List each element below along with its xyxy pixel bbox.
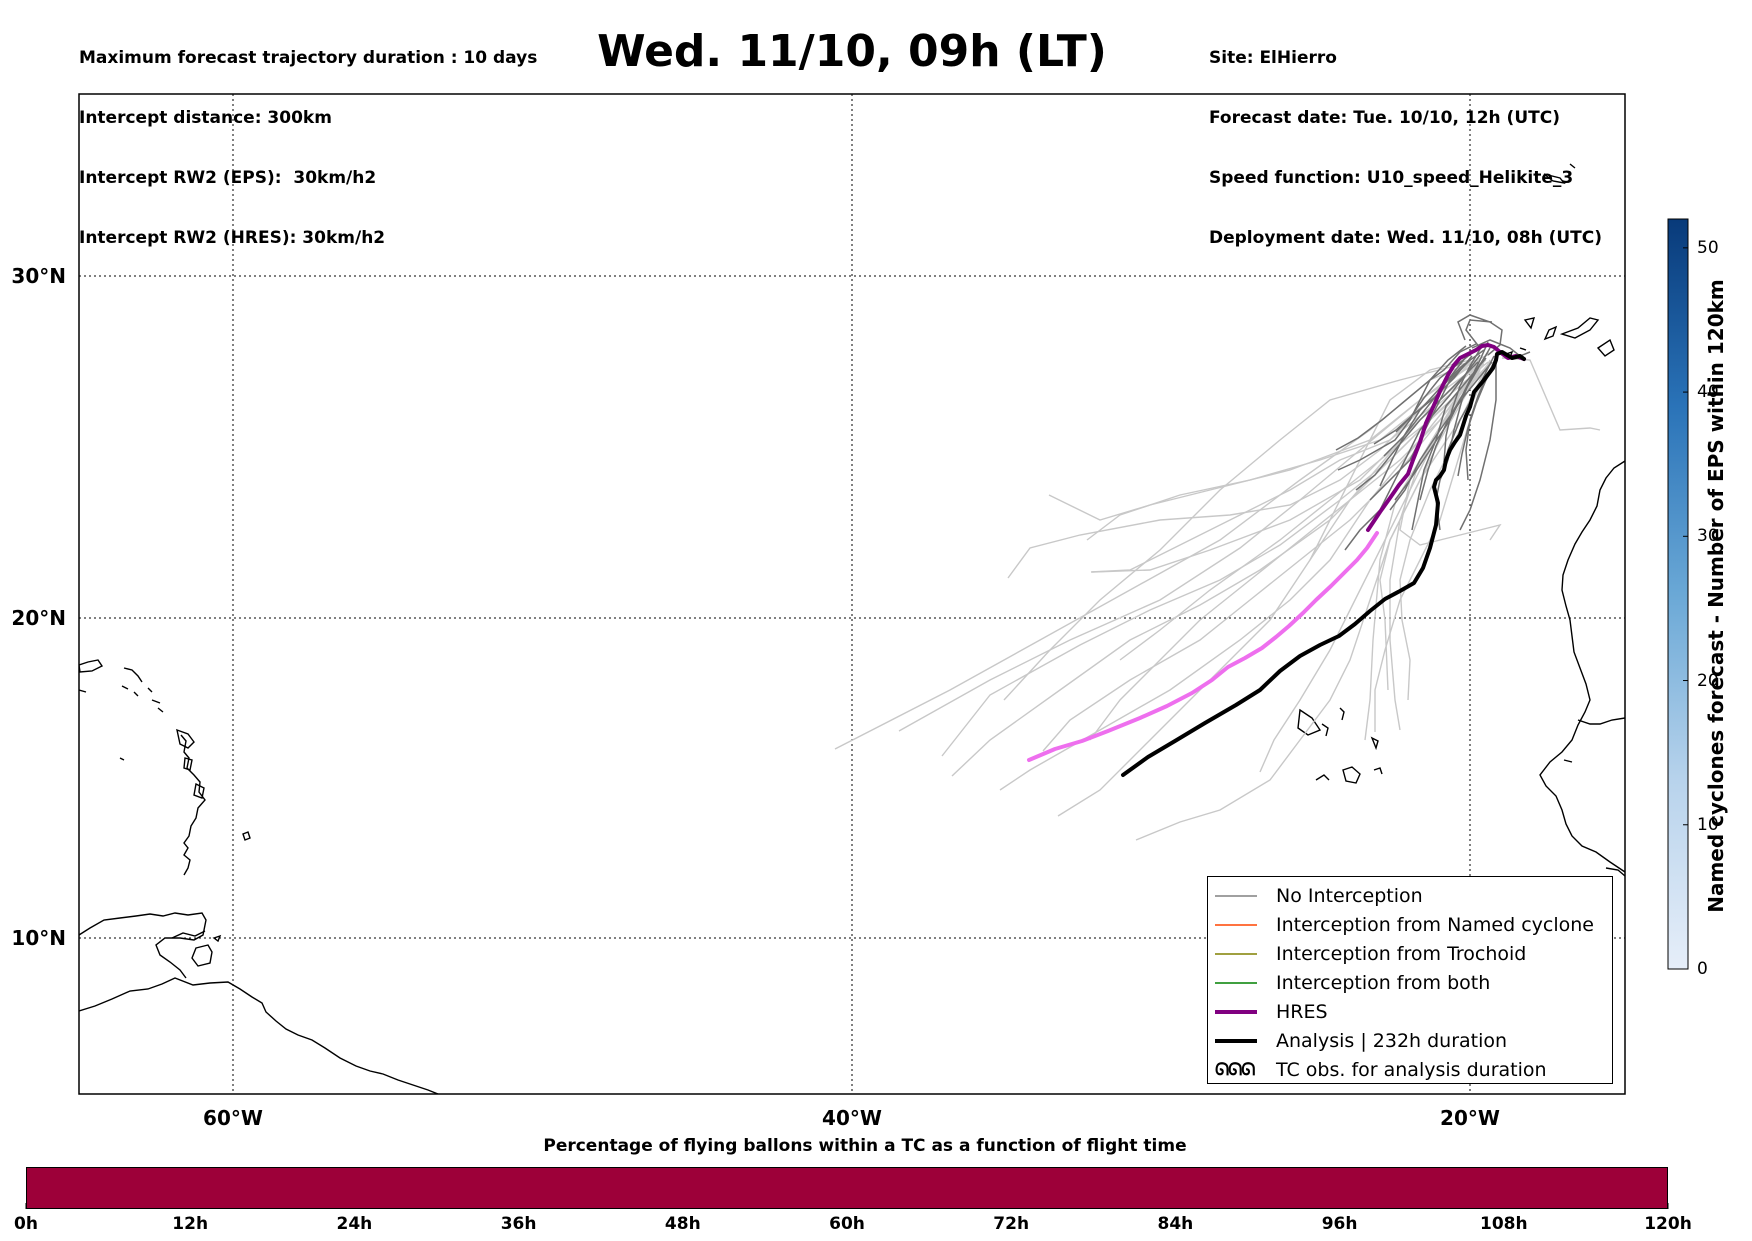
flight-time-tick-label: 96h	[1321, 1214, 1358, 1234]
gridlines	[79, 94, 1625, 1094]
legend-swatch	[1215, 952, 1257, 955]
legend-swatch	[1215, 1009, 1257, 1014]
hres-track	[1366, 343, 1526, 532]
legend-swatch	[1215, 923, 1257, 926]
colorbar-tick-label: 0	[1697, 959, 1708, 979]
info-line: Speed function: U10_speed_Helikite_3	[1209, 168, 1574, 188]
africa-shore-detail	[1563, 717, 1625, 877]
cape-verde	[1297, 707, 1383, 784]
colorbar-tick-label: 30	[1697, 526, 1719, 547]
coastlines	[79, 163, 1625, 1094]
info-line: Site: ElHierro	[1209, 48, 1337, 68]
info-line: Intercept RW2 (EPS): 30km/h2	[79, 168, 377, 188]
page-title: Wed. 11/10, 09h (LT)	[597, 26, 1107, 77]
legend-item-tc-obs: ᘏᘏᘏ TC obs. for analysis duration	[1208, 1055, 1612, 1084]
info-line: Intercept RW2 (HRES): 30km/h2	[79, 228, 386, 248]
flight-time-tick-label: 120h	[1644, 1214, 1692, 1234]
info-line: Intercept distance: 300km	[79, 108, 332, 128]
info-line: Forecast date: Tue. 10/10, 12h (UTC)	[1209, 108, 1560, 128]
lat-label-10n: 10°N	[11, 926, 66, 950]
puerto-rico	[79, 659, 104, 673]
legend-item-hres: HRES	[1208, 997, 1612, 1026]
lat-label-30n: 30°N	[11, 264, 66, 288]
flight-time-tick-label: 0h	[14, 1214, 38, 1234]
martinique	[193, 782, 205, 799]
south-america-coast	[79, 977, 439, 1094]
flight-time-tick-label: 60h	[829, 1214, 865, 1234]
legend-swatch	[1215, 981, 1257, 984]
madeira	[1543, 163, 1576, 185]
legend-item-trochoid: Interception from Trochoid	[1208, 939, 1612, 968]
paria-peninsula	[171, 930, 206, 939]
small-island	[79, 689, 125, 761]
lon-label-60w: 60°W	[203, 1106, 263, 1130]
trinidad	[191, 944, 213, 967]
lat-label-20n: 20°N	[11, 606, 66, 630]
colorbar-tick-label: 50	[1697, 237, 1719, 258]
lon-label-20w: 20°W	[1440, 1106, 1500, 1130]
africa-coast	[1539, 460, 1625, 873]
flight-time-tick-label: 24h	[336, 1214, 373, 1234]
map-frame	[78, 93, 1626, 1095]
flight-time-tick-label: 108h	[1480, 1214, 1528, 1234]
info-line: Maximum forecast trajectory duration : 1…	[79, 48, 538, 68]
legend-item-analysis: Analysis | 232h duration	[1208, 1026, 1612, 1055]
venezuela-coast	[79, 912, 207, 979]
legend-label: Analysis | 232h duration	[1276, 1029, 1508, 1052]
lon-axis: 60°W 40°W 20°W	[203, 1106, 1500, 1130]
flight-time-tick-label: 72h	[993, 1214, 1030, 1234]
analysis-track	[1121, 350, 1526, 777]
flight-time-tick-label: 36h	[500, 1214, 537, 1234]
legend-swatch	[1215, 894, 1257, 897]
legend-label: Interception from both	[1276, 971, 1491, 994]
eps-colorbar	[1667, 218, 1689, 970]
barbados	[242, 831, 251, 841]
legend-label: Interception from Trochoid	[1276, 942, 1527, 965]
tobago	[212, 934, 222, 943]
legend-item-named-cyclone: Interception from Named cyclone	[1208, 910, 1612, 939]
legend-label: TC obs. for analysis duration	[1276, 1058, 1547, 1081]
legend-swatch	[1215, 1038, 1257, 1043]
leeward-islands	[121, 685, 164, 713]
lon-label-40w: 40°W	[822, 1106, 882, 1130]
colorbar-tick-label: 10	[1697, 814, 1719, 835]
legend-item-both: Interception from both	[1208, 968, 1612, 997]
forecast-parameters: Maximum forecast trajectory duration : 1…	[79, 8, 537, 268]
eps-colorbar-gradient	[1667, 218, 1689, 970]
tc-symbol-icon: ᘏᘏᘏ	[1215, 1059, 1255, 1080]
legend-label: No Interception	[1276, 884, 1423, 907]
lat-axis: 30°N 20°N 10°N	[11, 264, 66, 950]
flight-time-title: Percentage of flying ballons within a TC…	[543, 1136, 1187, 1156]
dominica	[183, 757, 193, 771]
canary-islands	[1504, 317, 1615, 360]
flight-time-tick-label: 48h	[664, 1214, 701, 1234]
flight-time-tick-label: 12h	[172, 1214, 209, 1234]
main-trajectories	[1027, 343, 1526, 777]
legend-item-no-interception: No Interception	[1208, 881, 1612, 910]
info-line: Deployment date: Wed. 11/10, 08h (UTC)	[1209, 228, 1603, 248]
legend: No Interception Interception from Named …	[1207, 876, 1613, 1084]
flight-time-tick-label: 84h	[1157, 1214, 1194, 1234]
guadeloupe	[176, 728, 195, 749]
eps-trajectories	[834, 314, 1601, 841]
colorbar-tick-label: 40	[1697, 382, 1719, 403]
hres-forecast-track	[1027, 531, 1379, 762]
colorbar-tick-label: 20	[1697, 670, 1719, 691]
site-parameters: Site: ElHierro Forecast date: Tue. 10/10…	[1209, 8, 1602, 268]
lesser-antilles	[180, 734, 206, 876]
legend-label: Interception from Named cyclone	[1276, 913, 1594, 936]
virgin-islands	[123, 667, 143, 683]
flight-time-colorbar	[26, 1167, 1668, 1209]
legend-label: HRES	[1276, 1000, 1328, 1023]
